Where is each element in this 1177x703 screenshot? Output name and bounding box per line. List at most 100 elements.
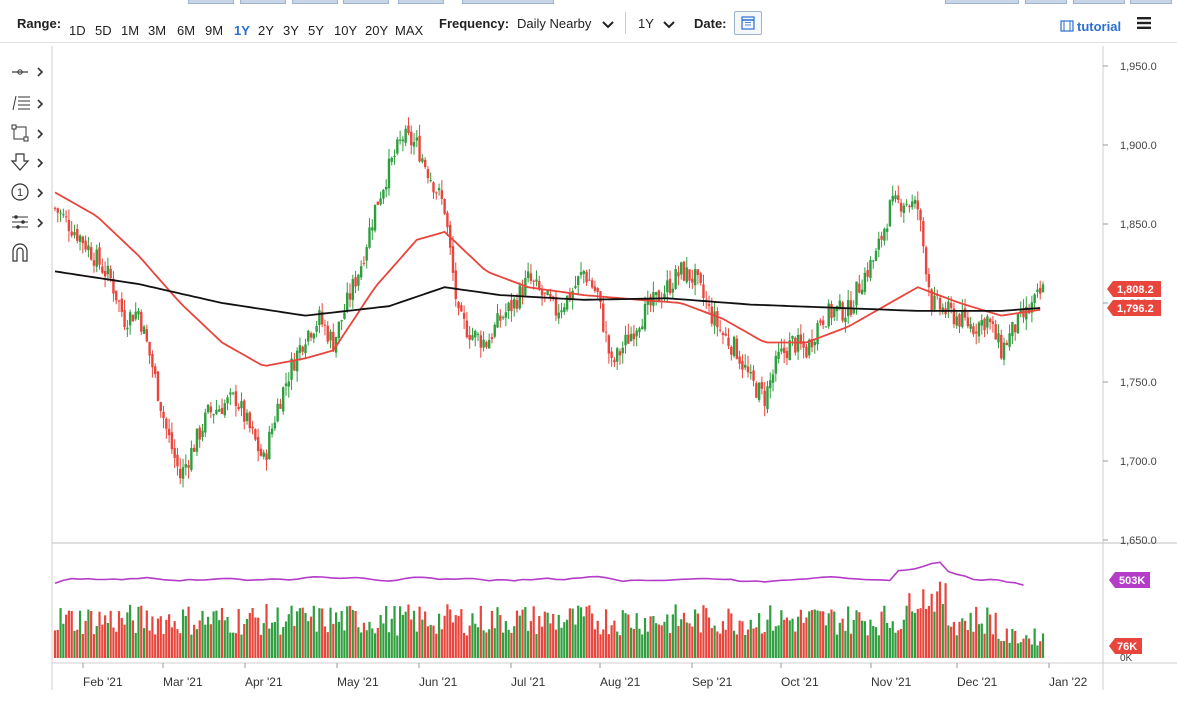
range-button-max[interactable]: MAX: [395, 23, 424, 38]
range-button-2y[interactable]: 2Y: [258, 23, 274, 38]
fibonacci-tool-button[interactable]: [8, 92, 48, 114]
candle-body: [123, 310, 126, 328]
tutorial-icon[interactable]: [1060, 20, 1074, 32]
rectangle-tool-button[interactable]: [8, 122, 48, 144]
candle-body: [1022, 309, 1025, 318]
candle: [560, 302, 563, 319]
top-tab[interactable]: [398, 0, 444, 4]
candle-body: [323, 324, 327, 326]
candle: [268, 425, 271, 460]
candle: [368, 218, 371, 249]
candle-body: [949, 302, 953, 309]
top-tab[interactable]: [1025, 0, 1067, 4]
volume-bar: [635, 613, 638, 658]
line-tool-button[interactable]: [8, 60, 48, 82]
tutorial-link[interactable]: tutorial: [1077, 19, 1122, 34]
date-label: Date:: [694, 15, 727, 31]
range-button-20y[interactable]: 20Y: [365, 23, 389, 38]
volume-bar: [382, 623, 385, 658]
top-tab[interactable]: [292, 0, 338, 4]
volume-bar: [897, 630, 900, 658]
candle: [955, 311, 958, 329]
top-tab[interactable]: [462, 0, 554, 4]
candle-body: [769, 380, 772, 389]
number-marker-button[interactable]: 1: [8, 181, 48, 203]
toolbar-divider: [0, 42, 1177, 43]
candle: [565, 295, 569, 312]
candle-body: [988, 318, 992, 322]
candle-body: [415, 137, 419, 141]
candle-body: [602, 303, 605, 332]
volume-bar: [947, 625, 950, 658]
rectangle-tool-icon: [11, 124, 44, 142]
period-select[interactable]: 1Y: [638, 15, 654, 31]
frequency-select[interactable]: Daily Nearby: [517, 15, 592, 31]
candle-body: [446, 212, 449, 228]
top-tab[interactable]: [188, 0, 234, 4]
candle-body: [810, 339, 814, 348]
volume-bar: [173, 621, 176, 658]
magnet-tool-button[interactable]: [8, 241, 48, 263]
last-volume-tag-text: 76K: [1117, 641, 1137, 653]
candle-body: [760, 382, 764, 389]
candle: [563, 303, 566, 315]
candle: [671, 282, 675, 299]
volume-bar: [568, 608, 571, 658]
range-button-10y[interactable]: 10Y: [334, 23, 358, 38]
volume-bar: [237, 609, 240, 658]
range-button-3m[interactable]: 3M: [148, 23, 167, 38]
chevron-down-icon[interactable]: [602, 21, 614, 29]
top-tab[interactable]: [945, 0, 1019, 4]
candle-body: [276, 403, 279, 422]
measure-tool-button[interactable]: [8, 211, 48, 233]
range-button-5y[interactable]: 5Y: [308, 23, 324, 38]
volume-bar: [593, 629, 597, 658]
candle-body: [137, 311, 140, 315]
candle-body: [977, 322, 981, 337]
volume-bar: [563, 622, 566, 658]
volume-bar: [657, 624, 661, 658]
arrow-tool-button[interactable]: [8, 151, 48, 173]
top-tab[interactable]: [240, 0, 286, 4]
date-picker-button[interactable]: [734, 11, 762, 35]
range-button-1d[interactable]: 1D: [69, 23, 86, 38]
candle: [418, 124, 421, 163]
range-button-5d[interactable]: 5D: [95, 23, 112, 38]
candle: [961, 299, 964, 329]
candle: [716, 307, 719, 337]
range-button-3y[interactable]: 3Y: [283, 23, 299, 38]
candle: [390, 156, 393, 166]
volume-bar: [674, 604, 677, 658]
volume-bar: [855, 610, 858, 658]
range-button-6m[interactable]: 6M: [177, 23, 196, 38]
top-tab[interactable]: [1130, 0, 1172, 4]
range-button-1m[interactable]: 1M: [121, 23, 140, 38]
candle-body: [510, 300, 513, 312]
volume-bar: [621, 610, 624, 658]
top-tab[interactable]: [343, 0, 389, 4]
x-tick-label: Jun '21: [419, 675, 458, 689]
candle: [816, 320, 819, 351]
candle: [1011, 321, 1014, 345]
volume-bar: [749, 619, 752, 658]
candle-body: [535, 279, 538, 282]
volume-bar: [234, 633, 238, 658]
volume-bar: [309, 616, 313, 658]
candle-body: [902, 205, 906, 213]
volume-bar: [902, 619, 905, 658]
candle-body: [1000, 334, 1003, 359]
candle-body: [145, 329, 149, 342]
volume-bar: [226, 616, 229, 658]
candle: [696, 269, 700, 285]
candle-body: [101, 266, 104, 273]
volume-bar: [925, 608, 928, 658]
candle-body: [841, 302, 844, 321]
range-button-1y[interactable]: 1Y: [234, 23, 250, 38]
volume-bar: [613, 620, 616, 658]
range-button-9m[interactable]: 9M: [205, 23, 224, 38]
menu-icon[interactable]: [1137, 17, 1151, 29]
candle-body: [802, 341, 805, 348]
chevron-down-icon[interactable]: [663, 21, 675, 29]
top-tab[interactable]: [1073, 0, 1125, 4]
candle: [590, 277, 594, 290]
